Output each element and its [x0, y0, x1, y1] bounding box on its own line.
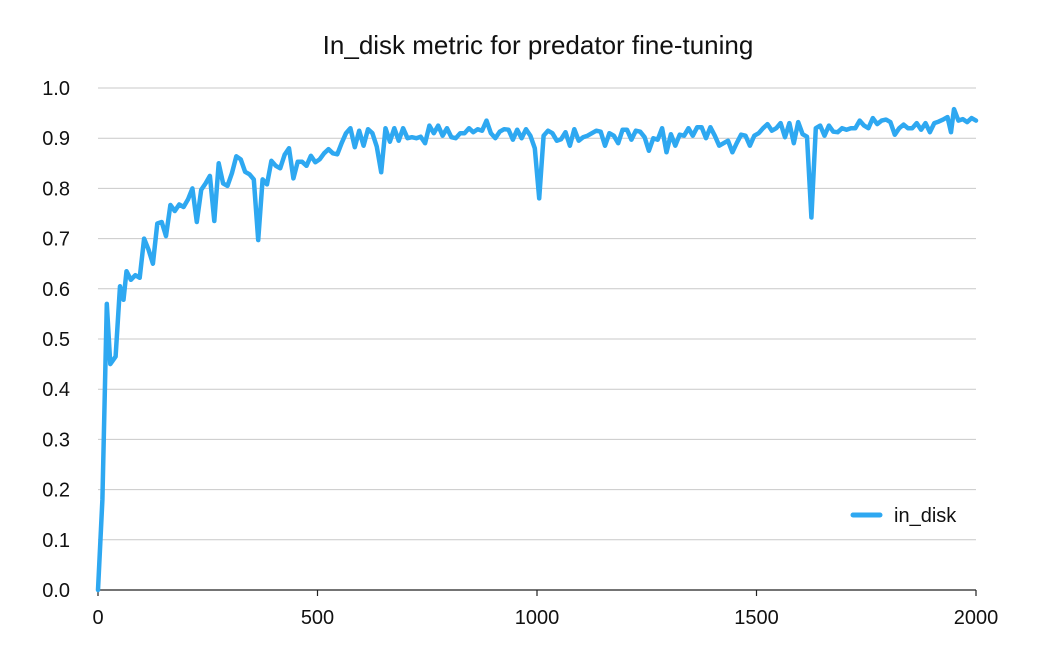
x-tick-label: 1500	[734, 607, 779, 629]
y-tick-label: 0.2	[42, 480, 70, 502]
legend-label: in_disk	[894, 505, 957, 527]
y-tick-label: 0.7	[42, 229, 70, 251]
y-tick-label: 1.0	[42, 78, 70, 100]
axes	[97, 589, 977, 596]
y-tick-label: 0.0	[42, 580, 70, 602]
x-tick-label: 1000	[515, 607, 560, 629]
chart-title: In_disk metric for predator fine-tuning	[323, 30, 754, 60]
series-line-in-disk	[95, 106, 979, 593]
legend: in_disk	[850, 505, 957, 527]
y-tick-label: 0.8	[42, 178, 70, 200]
y-tick-label: 0.4	[42, 379, 70, 401]
series-group	[95, 106, 979, 593]
x-tick-label: 2000	[954, 607, 999, 629]
x-tick-label: 0	[92, 607, 103, 629]
y-gridlines	[98, 87, 976, 541]
y-tick-label: 0.9	[42, 128, 70, 150]
y-tick-label: 0.5	[42, 329, 70, 351]
x-tick-label: 500	[301, 607, 334, 629]
y-tick-label: 0.1	[42, 530, 70, 552]
y-tick-labels: 0.0 0.1 0.2 0.3 0.4 0.5 0.6 0.7 0.8 0.9 1.0	[42, 78, 70, 602]
y-tick-label: 0.6	[42, 279, 70, 301]
x-tick-labels: 0 500 1000 1500 2000	[92, 607, 998, 629]
y-tick-label: 0.3	[42, 429, 70, 451]
